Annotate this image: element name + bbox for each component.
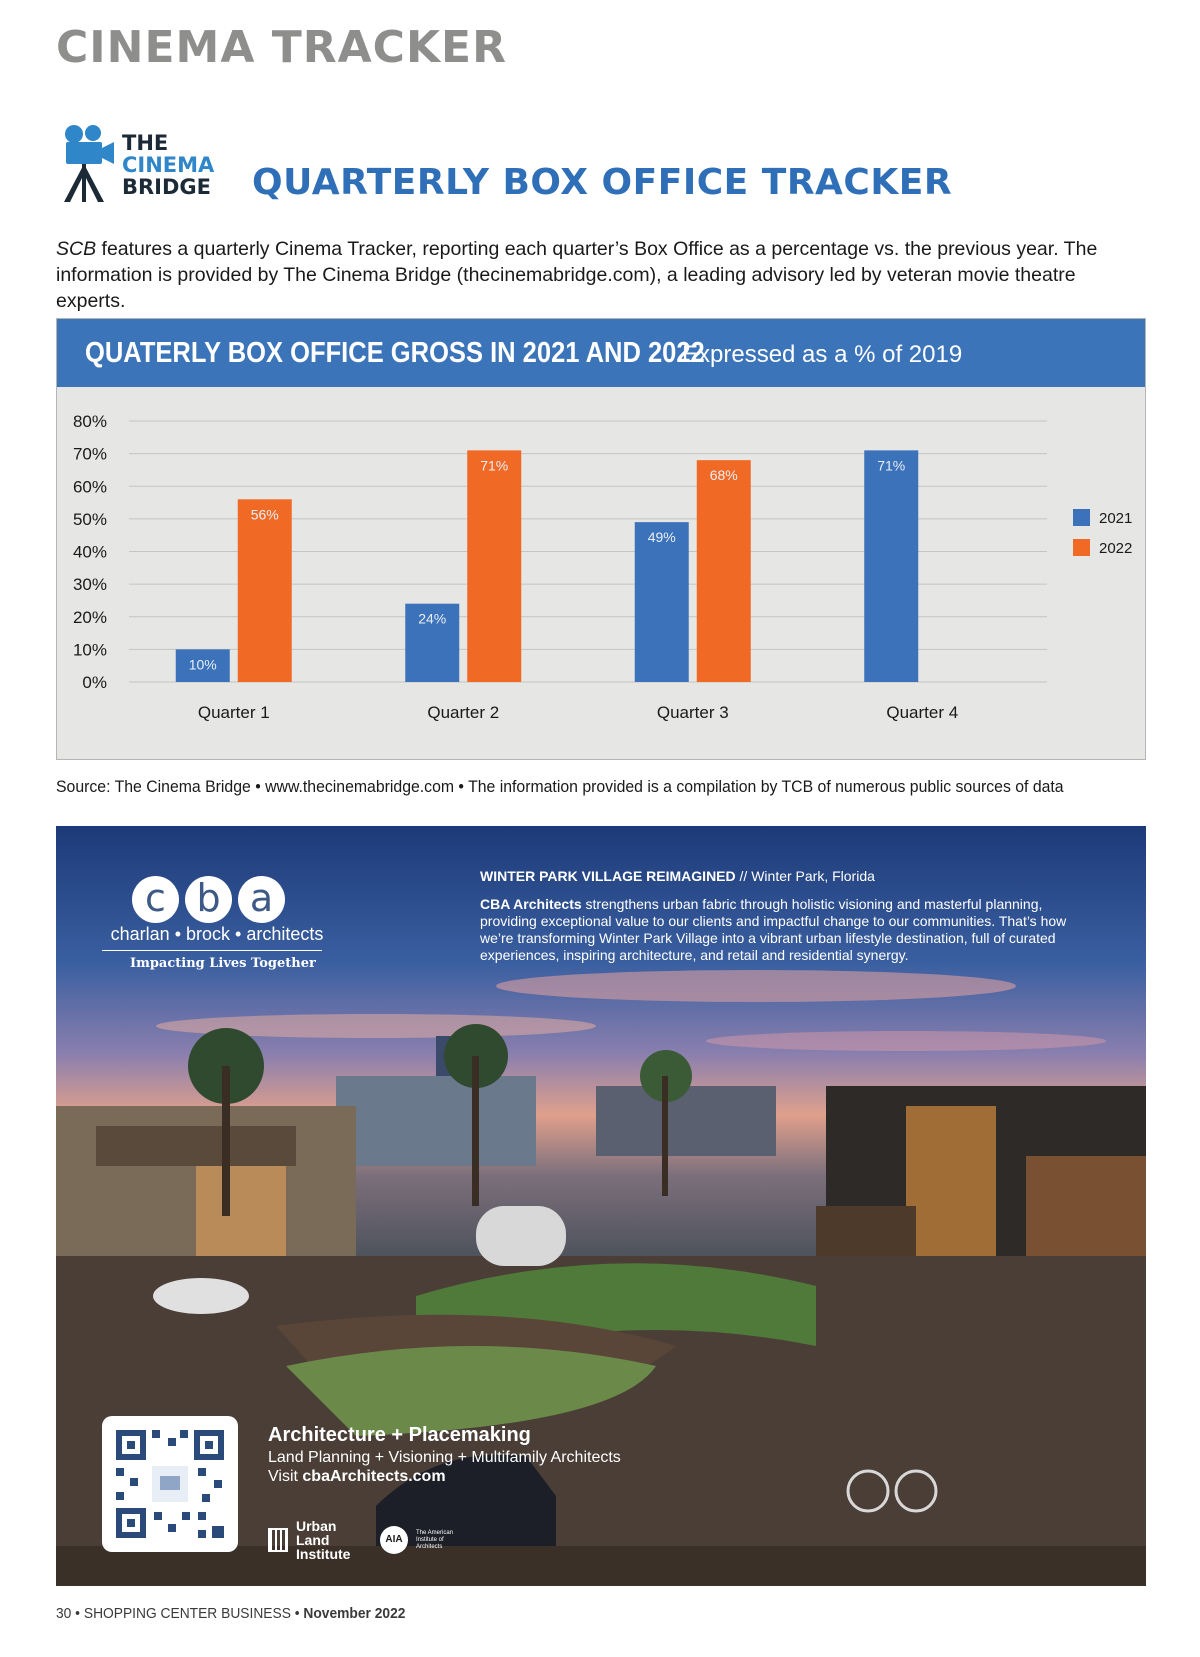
x-category-label: Quarter 4 bbox=[886, 703, 958, 722]
y-tick-label: 30% bbox=[73, 575, 107, 594]
legend-swatch-2021 bbox=[1073, 509, 1090, 526]
y-tick-label: 20% bbox=[73, 608, 107, 627]
y-tick-label: 10% bbox=[73, 640, 107, 659]
bar-2021 bbox=[634, 522, 689, 682]
legend-label: 2021 bbox=[1099, 510, 1132, 527]
ad-footer-heading: Architecture + Placemaking bbox=[268, 1424, 531, 1446]
ad-body-text: strengthens urban fabric through holisti… bbox=[480, 896, 1067, 963]
page-number: 30 bbox=[56, 1605, 72, 1622]
aia-badge-text: The American Institute of Architects bbox=[416, 1529, 454, 1550]
publication-name: SHOPPING CENTER BUSINESS bbox=[83, 1605, 291, 1622]
bar-data-label: 10% bbox=[189, 656, 217, 672]
bar-data-label: 71% bbox=[877, 457, 905, 473]
logo-line-bridge: BRIDGE bbox=[122, 175, 212, 199]
logo-line-the: THE bbox=[122, 131, 169, 155]
bar-data-label: 71% bbox=[480, 457, 508, 473]
logo-line-cinema: CINEMA bbox=[122, 153, 215, 177]
section-header: CINEMA TRACKER bbox=[56, 22, 507, 73]
bar-data-label: 49% bbox=[648, 529, 676, 545]
intro-text: features a quarterly Cinema Tracker, rep… bbox=[56, 238, 1098, 312]
qr-code-icon bbox=[116, 1430, 224, 1538]
y-tick-label: 70% bbox=[73, 445, 107, 464]
tracker-title: QUARTERLY BOX OFFICE TRACKER bbox=[252, 162, 953, 203]
x-category-label: Quarter 3 bbox=[657, 703, 729, 722]
ad-location: Winter Park, Florida bbox=[751, 868, 875, 884]
chart-subtitle: Expressed as a % of 2019 bbox=[682, 341, 963, 368]
bar-data-label: 68% bbox=[710, 467, 738, 483]
cba-letter-b: b bbox=[185, 876, 232, 923]
ad-footer: Architecture + Placemaking Land Planning… bbox=[268, 1424, 621, 1486]
y-tick-label: 60% bbox=[73, 477, 107, 496]
chart-banner: QUATERLY BOX OFFICE GROSS IN 2021 AND 20… bbox=[57, 319, 1145, 387]
bar-2022 bbox=[696, 460, 751, 682]
bar-2021 bbox=[864, 450, 919, 682]
x-category-label: Quarter 2 bbox=[427, 703, 499, 722]
intro-paragraph: SCB features a quarterly Cinema Tracker,… bbox=[56, 236, 1146, 314]
ad-body-lead: CBA Architects bbox=[480, 896, 582, 912]
footer-separator: • bbox=[290, 1605, 304, 1622]
y-tick-label: 0% bbox=[82, 673, 107, 692]
village-rendering-image bbox=[56, 970, 1146, 1586]
cba-divider bbox=[102, 950, 322, 951]
logo-wordmark: THE CINEMA BRIDGE bbox=[122, 132, 214, 198]
ad-footer-services: Land Planning + Visioning + Multifamily … bbox=[268, 1449, 621, 1466]
ad-badges: Urban Land Institute AIA The American In… bbox=[268, 1519, 466, 1561]
cba-firm-name: charlan • brock • architects bbox=[110, 924, 324, 944]
cba-logo-letters: c b a bbox=[132, 876, 285, 923]
legend-label: 2022 bbox=[1099, 540, 1132, 557]
qr-code[interactable] bbox=[102, 1416, 238, 1552]
x-category-label: Quarter 1 bbox=[198, 703, 270, 722]
ad-copy: WINTER PARK VILLAGE REIMAGINED // Winter… bbox=[480, 868, 1100, 964]
cba-advertisement[interactable]: c b a charlan • brock • architects Impac… bbox=[56, 826, 1146, 1586]
bar-2021 bbox=[405, 603, 460, 682]
cba-letter-a: a bbox=[238, 876, 285, 923]
ad-headline: WINTER PARK VILLAGE REIMAGINED // Winter… bbox=[480, 868, 1100, 884]
cba-letter-c: c bbox=[132, 876, 179, 923]
legend-swatch-2022 bbox=[1073, 539, 1090, 556]
cba-tagline: Impacting Lives Together bbox=[130, 956, 316, 971]
cinema-bridge-logo: THE CINEMA BRIDGE bbox=[60, 124, 220, 204]
bar-data-label: 56% bbox=[251, 506, 279, 522]
chart-plot: 0% 10% 20% 30% 40% 50% 60% 70% 80% 10% 56% Quarter … bbox=[73, 412, 1132, 722]
chart-title: QUATERLY BOX OFFICE GROSS IN 2021 AND 20… bbox=[85, 337, 705, 369]
movie-camera-icon bbox=[64, 125, 114, 202]
issue-date: November 2022 bbox=[303, 1605, 406, 1622]
aia-logo-icon: AIA bbox=[380, 1526, 408, 1554]
ad-website-link[interactable]: cbaArchitects.com bbox=[302, 1468, 446, 1485]
ad-visit-label: Visit bbox=[268, 1468, 303, 1485]
footer-separator: • bbox=[71, 1605, 84, 1622]
ad-footer-visit: Visit cbaArchitects.com bbox=[268, 1468, 621, 1486]
bar-data-label: 24% bbox=[418, 611, 446, 627]
ad-headline-separator: // bbox=[735, 868, 752, 884]
y-tick-label: 50% bbox=[73, 510, 107, 529]
uli-badge-text: Urban Land Institute bbox=[296, 1518, 351, 1562]
ad-headline-title: WINTER PARK VILLAGE REIMAGINED bbox=[480, 868, 736, 884]
y-tick-label: 80% bbox=[73, 412, 107, 431]
bar-2021 bbox=[175, 649, 230, 682]
y-tick-label: 40% bbox=[73, 543, 107, 562]
uli-logo-icon bbox=[268, 1528, 288, 1552]
intro-lead: SCB bbox=[56, 238, 97, 260]
cba-logo: c b a charlan • brock • architects Impac… bbox=[102, 876, 332, 986]
bar-2022 bbox=[237, 499, 292, 682]
box-office-chart: QUATERLY BOX OFFICE GROSS IN 2021 AND 20… bbox=[56, 318, 1146, 760]
page-footer: 30 • SHOPPING CENTER BUSINESS • November… bbox=[56, 1605, 405, 1622]
ad-body: CBA Architects strengthens urban fabric … bbox=[480, 896, 1100, 964]
bar-2022 bbox=[467, 450, 522, 682]
source-note: Source: The Cinema Bridge • www.thecinem… bbox=[56, 777, 1064, 796]
